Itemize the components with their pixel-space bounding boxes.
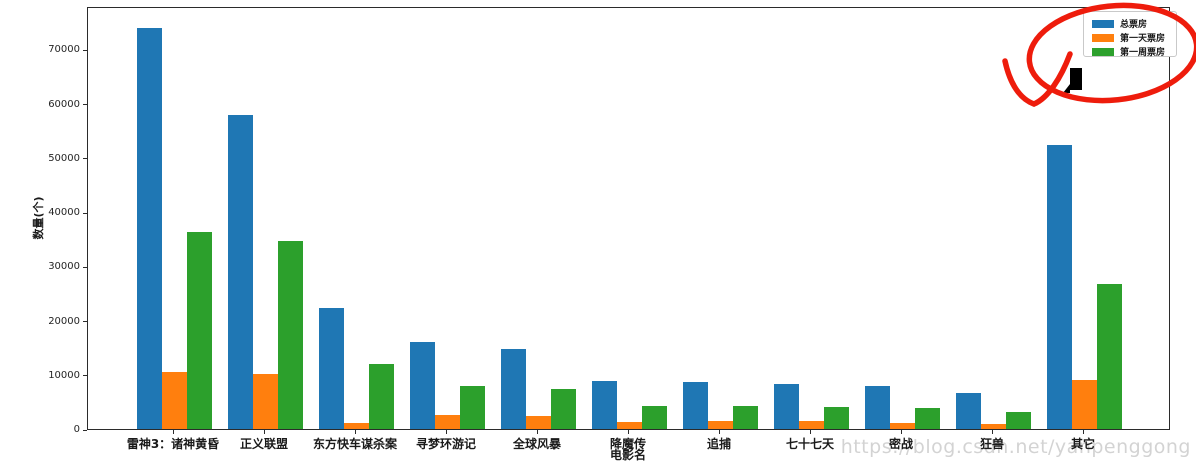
- bar-第一天票房-密战: [889, 422, 915, 429]
- bar-总票房-雷神3：诸神黄昏: [136, 27, 162, 429]
- watermark: https://blog.csdn.net/yanpenggong: [840, 436, 1191, 458]
- y-tick-label: 10000: [48, 369, 80, 381]
- bar-第一天票房-寻梦环游记: [434, 414, 460, 429]
- x-tick-label-降魔传: 降魔传: [609, 437, 646, 451]
- y-tick-mark: [83, 49, 87, 51]
- x-tick-label-追捕: 追捕: [706, 437, 731, 451]
- x-tick-mark: [810, 430, 811, 434]
- bar-第一天票房-追捕: [707, 421, 733, 429]
- x-tick-label-雷神3：诸神黄昏: 雷神3：诸神黄昏: [126, 437, 220, 451]
- x-tick-mark: [628, 430, 629, 434]
- bar-第一周票房-狂兽: [1005, 411, 1031, 429]
- x-tick-label-其它: 其它: [1070, 437, 1095, 451]
- bar-第一天票房-雷神3：诸神黄昏: [161, 372, 187, 429]
- bar-第一周票房-其它: [1096, 284, 1122, 429]
- legend-swatch-icon: [1092, 47, 1114, 56]
- legend-label: 第一天票房: [1120, 34, 1166, 44]
- legend-item-总票房: 总票房: [1092, 17, 1176, 30]
- x-tick-label-正义联盟: 正义联盟: [239, 437, 288, 451]
- plot-area: [87, 7, 1170, 430]
- bar-总票房-密战: [864, 386, 890, 429]
- bar-第一周票房-全球风暴: [550, 388, 576, 429]
- bar-总票房-正义联盟: [227, 115, 253, 429]
- bar-第一天票房-东方快车谋杀案: [343, 422, 369, 429]
- x-tick-mark: [901, 430, 902, 434]
- y-tick-label: 0: [73, 424, 80, 435]
- bar-第一周票房-雷神3：诸神黄昏: [186, 232, 212, 429]
- x-tick-mark: [1083, 430, 1084, 434]
- x-tick-label-全球风暴: 全球风暴: [512, 437, 561, 451]
- bar-第一周票房-正义联盟: [277, 241, 303, 429]
- bar-第一天票房-正义联盟: [252, 374, 278, 429]
- legend-label: 第一周票房: [1120, 48, 1166, 58]
- x-tick-mark: [264, 430, 265, 434]
- bars-layer: [88, 8, 1169, 429]
- legend: 总票房第一天票房第一周票房: [1083, 11, 1177, 58]
- bar-总票房-追捕: [682, 381, 708, 429]
- x-tick-label-狂兽: 狂兽: [979, 437, 1004, 451]
- y-tick-label: 40000: [48, 207, 80, 219]
- y-tick-label: 20000: [48, 315, 80, 327]
- y-tick-mark: [83, 266, 87, 268]
- legend-item-第一天票房: 第一天票房: [1092, 31, 1176, 44]
- legend-swatch-icon: [1092, 33, 1114, 42]
- bar-第一天票房-狂兽: [980, 423, 1006, 429]
- bar-总票房-寻梦环游记: [409, 342, 435, 429]
- x-tick-label-密战: 密战: [888, 437, 913, 451]
- y-tick-label: 50000: [48, 152, 80, 164]
- x-axis-label: 电影名: [609, 448, 647, 462]
- bar-总票房-狂兽: [955, 393, 981, 429]
- y-tick-label: 30000: [48, 261, 80, 273]
- x-tick-mark: [446, 430, 447, 434]
- legend-swatch-icon: [1092, 19, 1114, 28]
- y-tick-label: 70000: [48, 44, 80, 56]
- bar-总票房-其它: [1046, 145, 1072, 429]
- x-tick-mark: [173, 430, 174, 434]
- bar-第一周票房-东方快车谋杀案: [368, 364, 394, 429]
- y-tick-mark: [83, 104, 87, 106]
- bar-总票房-东方快车谋杀案: [318, 308, 344, 429]
- y-tick-mark: [83, 158, 87, 160]
- x-tick-mark: [355, 430, 356, 434]
- y-tick-mark: [83, 429, 87, 431]
- y-tick-mark: [83, 212, 87, 214]
- legend-item-第一周票房: 第一周票房: [1092, 45, 1176, 58]
- bar-总票房-全球风暴: [500, 348, 526, 429]
- x-tick-mark: [537, 430, 538, 434]
- bar-第一天票房-其它: [1071, 380, 1097, 429]
- x-tick-label-七十七天: 七十七天: [785, 437, 834, 451]
- y-tick-mark: [83, 375, 87, 377]
- bar-总票房-七十七天: [773, 384, 799, 429]
- bar-第一天票房-七十七天: [798, 421, 824, 429]
- bar-第一周票房-降魔传: [641, 405, 667, 429]
- legend-label: 总票房: [1120, 20, 1148, 30]
- x-tick-mark: [992, 430, 993, 434]
- bar-第一周票房-七十七天: [823, 406, 849, 429]
- y-tick-label: 60000: [48, 98, 80, 110]
- bar-总票房-降魔传: [591, 381, 617, 429]
- x-tick-label-寻梦环游记: 寻梦环游记: [415, 437, 476, 451]
- x-tick-label-东方快车谋杀案: 东方快车谋杀案: [312, 437, 397, 451]
- bar-第一天票房-全球风暴: [525, 416, 551, 429]
- bar-第一周票房-追捕: [732, 405, 758, 429]
- bar-第一天票房-降魔传: [616, 421, 642, 429]
- bar-第一周票房-密战: [914, 407, 940, 429]
- bar-第一周票房-寻梦环游记: [459, 385, 485, 429]
- x-tick-mark: [719, 430, 720, 434]
- y-tick-mark: [83, 321, 87, 323]
- legend-items: 总票房第一天票房第一周票房: [1092, 17, 1176, 58]
